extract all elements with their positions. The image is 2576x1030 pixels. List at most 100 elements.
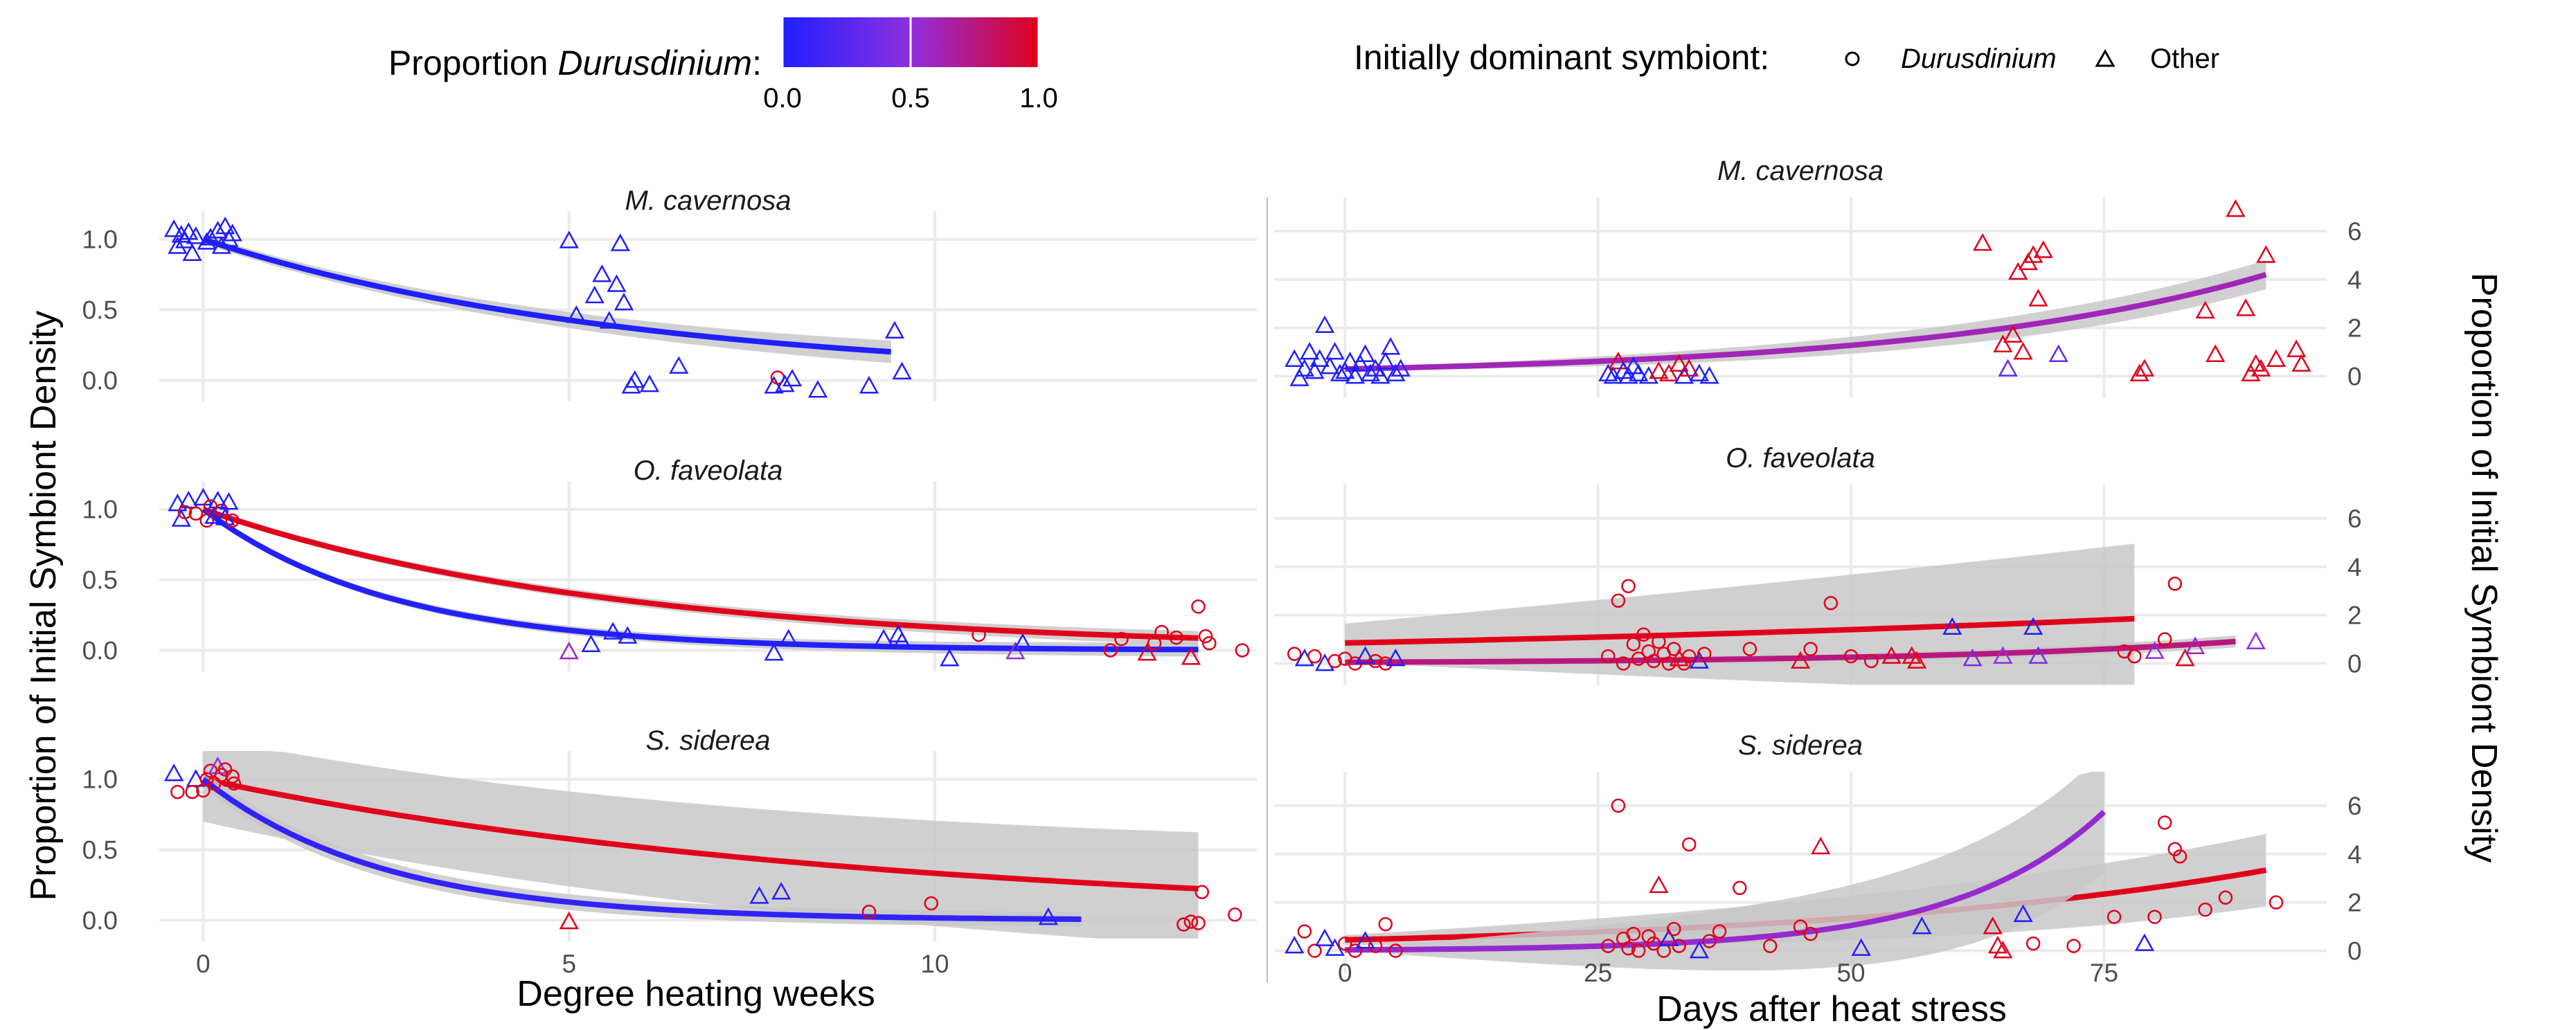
data-point-triangle [1355, 646, 1375, 664]
data-point-triangle [168, 494, 188, 512]
shape-legend: Initially dominant symbiont: Durusdinium… [1354, 38, 2219, 77]
data-point-triangle [1289, 368, 1309, 386]
data-point-circle [1702, 934, 1717, 948]
color-legend-title: Proportion Durusdinium: [388, 44, 762, 82]
data-point-triangle [2023, 617, 2043, 635]
data-point-circle [1661, 656, 1676, 671]
data-point-circle [1103, 643, 1118, 658]
data-point-triangle [2134, 933, 2155, 951]
colorbar-tick-1: 0.5 [891, 83, 930, 114]
data-point-circle [1307, 649, 1322, 664]
data-point-triangle [1993, 334, 2013, 352]
data-point-triangle [1699, 365, 1719, 384]
data-point-circle [1803, 926, 1818, 941]
data-point-triangle [179, 222, 199, 240]
data-point-circle [1712, 924, 1727, 939]
data-point-triangle [164, 219, 184, 237]
data-point-triangle [1330, 363, 1350, 381]
data-point-triangle [1811, 836, 1831, 855]
data-point-triangle [2048, 344, 2068, 362]
data-point-circle [1681, 649, 1697, 664]
data-point-triangle [625, 370, 645, 388]
data-point-triangle [1314, 928, 1335, 946]
data-point-circle [1793, 919, 1808, 934]
data-point-triangle [2028, 289, 2048, 307]
data-point-circle [1646, 936, 1661, 951]
shape-legend-title: Initially dominant symbiont: [1354, 38, 1769, 77]
data-point-triangle [1993, 646, 2013, 664]
fit-ribbon [1345, 260, 2266, 370]
data-point-triangle [1181, 647, 1201, 665]
y-tick-label: 0.5 [82, 296, 118, 325]
data-point-circle [1676, 656, 1692, 671]
data-point-triangle [1993, 940, 2013, 959]
data-point-circle [1191, 599, 1206, 614]
data-point-triangle [1345, 365, 1366, 384]
data-point-circle [2157, 815, 2172, 830]
data-point-triangle [749, 886, 769, 904]
data-point-triangle [1983, 916, 2003, 934]
data-point-triangle [1375, 352, 1395, 370]
data-point-circle [1338, 936, 1352, 951]
y-tick-label: 0.0 [82, 366, 118, 395]
y-tick-label: 6 [2347, 792, 2362, 820]
data-point-circle [1327, 653, 1342, 669]
data-point-triangle [1012, 633, 1032, 651]
data-point-triangle [186, 226, 206, 244]
data-point-circle [1368, 939, 1383, 953]
data-point-triangle [2129, 363, 2149, 381]
data-point-circle [972, 627, 986, 642]
data-point-triangle [584, 285, 605, 304]
data-point-circle [1147, 636, 1162, 651]
data-point-circle [1621, 941, 1636, 956]
left-x-axis-title: Degree heating weeks [517, 974, 875, 1014]
data-point-triangle [1689, 940, 1709, 959]
data-point-triangle [778, 629, 798, 647]
fit-ribbon [1345, 772, 2104, 971]
data-point-circle [2025, 936, 2041, 951]
data-point-triangle [1689, 363, 1709, 381]
data-point-circle [1202, 636, 1217, 651]
data-point-triangle [182, 243, 202, 261]
x-tick-label: 0 [196, 950, 211, 978]
data-point-triangle [1972, 233, 1993, 251]
data-point-triangle [168, 236, 188, 254]
data-point-circle [1114, 631, 1129, 647]
data-point-triangle [1679, 359, 1699, 377]
data-point-circle [1631, 943, 1646, 958]
facet-left-0: 0.0 0.5 1.0 M. cavernosa [82, 186, 1257, 401]
data-point-triangle [940, 649, 960, 667]
data-point-circle [1154, 624, 1169, 640]
fit-ribbon [203, 235, 891, 363]
data-point-circle [1636, 627, 1651, 642]
fit-line [202, 506, 1199, 641]
data-point-circle [1198, 629, 1213, 644]
data-point-circle [2218, 890, 2233, 905]
left-panel: 0.0 0.5 1.0 M. cavernosa 0.0 0.5 1.0 O. faveola… [24, 186, 1257, 1014]
data-point-circle [1287, 647, 1302, 661]
fit-line [1345, 638, 2236, 665]
fit-ribbon [1345, 543, 2135, 685]
facet-title: S. siderea [645, 725, 770, 756]
data-point-triangle [873, 629, 894, 647]
data-point-circle [1733, 880, 1747, 895]
data-point-circle [1195, 885, 1209, 899]
data-point-triangle [2003, 325, 2023, 343]
data-point-triangle [1285, 349, 1305, 367]
fit-line [201, 777, 1082, 922]
data-point-triangle [1386, 363, 1406, 381]
data-point-triangle [1320, 356, 1340, 374]
data-point-triangle [1881, 646, 1902, 664]
right-y-axis-title: Proportion of Initial Symbiont Density [2464, 273, 2504, 863]
data-point-triangle [1325, 938, 1345, 956]
data-point-circle [217, 762, 233, 777]
fit-line [1345, 810, 2107, 953]
fit-line [202, 776, 1199, 892]
data-point-circle [1616, 656, 1631, 671]
data-point-triangle [2251, 359, 2271, 377]
data-point-triangle [2266, 349, 2287, 367]
data-point-triangle [2134, 359, 2155, 377]
x-tick-label: 0 [1338, 959, 1352, 987]
y-tick-label: 2 [2347, 889, 2362, 917]
y-tick-label: 6 [2347, 505, 2362, 533]
